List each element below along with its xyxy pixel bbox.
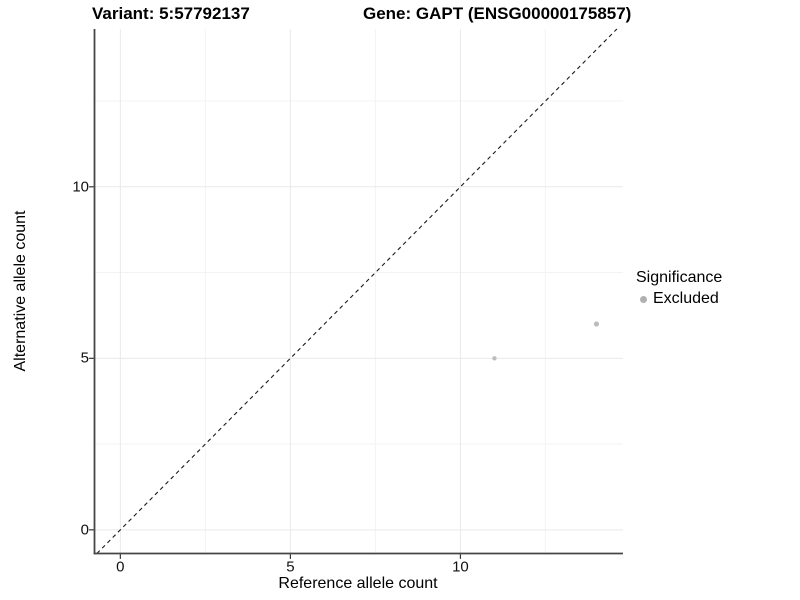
identity-reference-line (96, 28, 618, 554)
y-tick-label: 10 (72, 178, 89, 196)
y-tick-label: 5 (80, 349, 89, 367)
legend: Significance Excluded (636, 269, 722, 308)
x-axis-label: Reference allele count (278, 575, 438, 592)
legend-item-label: Excluded (653, 290, 719, 307)
data-point (492, 356, 497, 361)
legend-point-icon (640, 295, 647, 303)
legend-title: Significance (636, 269, 723, 286)
y-axis-label: Alternative allele count (12, 210, 29, 372)
x-tick-label: 10 (452, 558, 469, 576)
data-point (593, 321, 600, 327)
legend-item-excluded: Excluded (636, 290, 722, 308)
plot-title-variant: Variant: 5:57792137 (92, 4, 250, 23)
plot-title-gene: Gene: GAPT (ENSG00000175857) (363, 4, 632, 23)
y-tick-label: 0 (80, 521, 89, 539)
x-tick-label: 5 (286, 558, 295, 576)
x-tick-label: 0 (116, 558, 125, 576)
